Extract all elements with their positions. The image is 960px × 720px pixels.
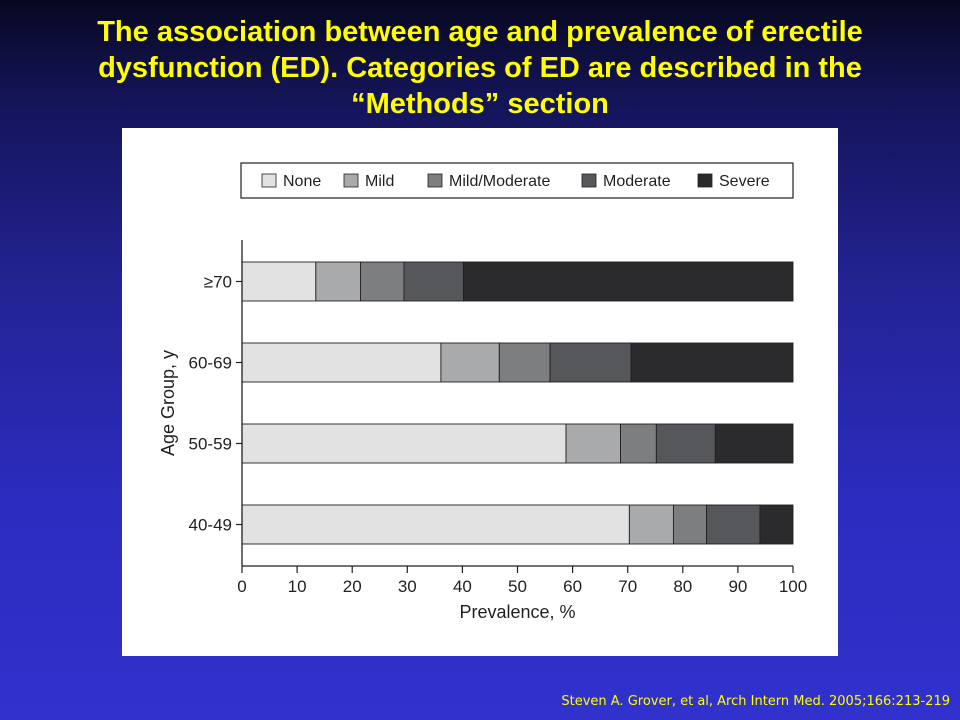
x-tick-label-10: 10 (288, 577, 307, 596)
x-axis: 0 10 20 30 40 50 60 70 80 90 100 (237, 565, 807, 596)
legend-label-moderate: Moderate (603, 173, 671, 190)
x-tick-label-40: 40 (453, 577, 472, 596)
y-axis-title: Age Group, y (158, 350, 178, 456)
y-tick-label-70: ≥70 (204, 273, 232, 292)
x-tick-label-90: 90 (728, 577, 747, 596)
x-tick-label-50: 50 (508, 577, 527, 596)
citation: Steven A. Grover, et al, Arch Intern Med… (561, 694, 950, 709)
bar-segment-40-49-mild-moderate (672, 504, 707, 545)
y-tick-label-40-49: 40-49 (189, 516, 232, 535)
bar-segment-40-49-moderate (706, 504, 761, 545)
legend-swatch-moderate (581, 173, 597, 188)
bar-segment-40-49-severe (759, 504, 794, 545)
legend-label-mild: Mild (365, 173, 394, 190)
chart-legend: None Mild Mild/Moderate Moderate Severe (240, 162, 794, 199)
y-tick-label-50-59: 50-59 (189, 435, 232, 454)
x-axis-title: Prevalence, % (459, 602, 575, 622)
bar-segment-50-59-mild (565, 423, 621, 464)
bar-segment-60-69-severe (630, 342, 794, 383)
legend-label-severe: Severe (719, 173, 770, 190)
x-tick-label-0: 0 (237, 577, 246, 596)
bar-segment-60-69-mild (440, 342, 500, 383)
bar-segment-60-69-none (241, 342, 442, 383)
slide-title: The association between age and prevalen… (97, 16, 863, 120)
bar-segment-70-moderate (403, 261, 464, 302)
x-tick-label-60: 60 (563, 577, 582, 596)
legend-swatch-mild-moderate (427, 173, 443, 188)
bar-segment-50-59-none (241, 423, 567, 464)
x-tick-label-80: 80 (673, 577, 692, 596)
y-axis: ≥70 60-69 50-59 40-49 (189, 240, 243, 566)
legend-swatch-severe (697, 173, 713, 188)
bar-segment-70-mild-moderate (360, 261, 405, 302)
legend-label-none: None (283, 173, 321, 190)
bar-segment-70-severe (463, 261, 794, 302)
x-tick-label-70: 70 (618, 577, 637, 596)
x-tick-label-20: 20 (343, 577, 362, 596)
bar-segment-50-59-mild-moderate (620, 423, 657, 464)
y-tick-label-60-69: 60-69 (189, 354, 232, 373)
bar-segment-70-none (241, 261, 317, 302)
chart-bars (241, 261, 794, 545)
bar-segment-50-59-moderate (655, 423, 716, 464)
bar-segment-40-49-none (241, 504, 630, 545)
x-tick-label-100: 100 (779, 577, 807, 596)
bar-segment-40-49-mild (628, 504, 674, 545)
legend-label-mild-moderate: Mild/Moderate (449, 173, 550, 190)
bar-segment-50-59-severe (714, 423, 794, 464)
legend-swatch-none (261, 173, 277, 188)
bar-segment-60-69-mild-moderate (498, 342, 551, 383)
bar-segment-60-69-moderate (549, 342, 632, 383)
stacked-bar-chart: None Mild Mild/Moderate Moderate Severe ≥70 6… (158, 162, 807, 622)
legend-swatch-mild (343, 173, 359, 188)
chart-panel: None Mild Mild/Moderate Moderate Severe ≥70 6… (122, 128, 838, 656)
x-tick-label-30: 30 (398, 577, 417, 596)
bar-segment-70-mild (315, 261, 361, 302)
